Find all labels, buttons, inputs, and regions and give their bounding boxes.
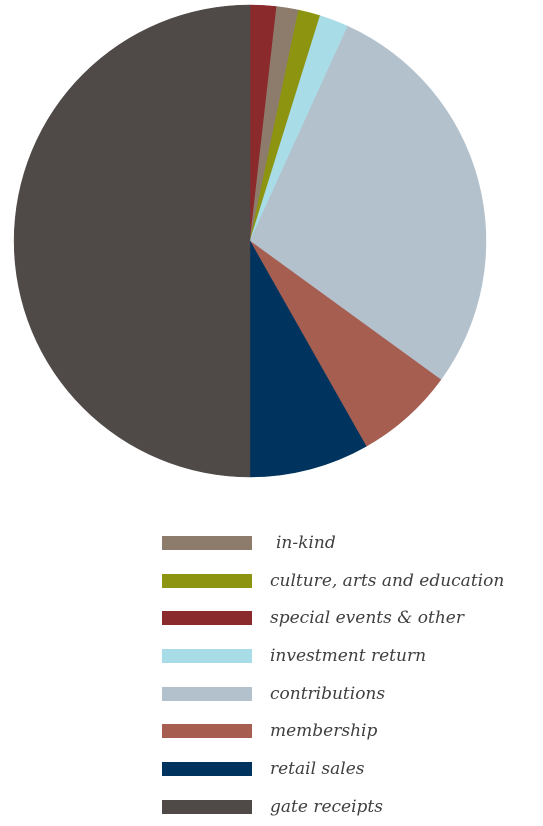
- pie-slice-contributions: [249, 25, 487, 381]
- legend-label: retail sales: [270, 758, 365, 779]
- legend-item-retail-sales: retail sales: [162, 750, 537, 788]
- legend-swatch: [162, 611, 252, 626]
- legend-item-investment-return: investment return: [162, 637, 537, 675]
- legend-item-culture-arts-education: culture, arts and education: [162, 562, 537, 600]
- legend-swatch: [162, 648, 252, 663]
- legend-item-membership: membership: [162, 712, 537, 750]
- pie-chart: [13, 4, 487, 478]
- legend-label: investment return: [270, 645, 427, 666]
- legend-item-contributions: contributions: [162, 675, 537, 713]
- pie-slices: [13, 4, 487, 478]
- legend-swatch: [162, 686, 252, 701]
- legend-label: membership: [270, 721, 378, 742]
- legend-label: special events & other: [270, 608, 464, 629]
- legend-swatch: [162, 724, 252, 739]
- legend-label: culture, arts and education: [270, 570, 505, 591]
- legend-swatch: [162, 799, 252, 814]
- legend-swatch: [162, 761, 252, 776]
- legend-swatch: [162, 573, 252, 588]
- legend-label: contributions: [270, 683, 386, 704]
- pie-slice-retail-sales: [249, 240, 367, 478]
- pie-slice-gate-receipts: [13, 4, 251, 478]
- chart-legend: in-kind culture, arts and education spec…: [162, 524, 537, 826]
- legend-item-in-kind: in-kind: [162, 524, 537, 562]
- legend-item-gate-receipts: gate receipts: [162, 788, 537, 826]
- legend-label: in-kind: [276, 532, 336, 553]
- legend-item-special-events: special events & other: [162, 599, 537, 637]
- legend-swatch: [162, 535, 252, 550]
